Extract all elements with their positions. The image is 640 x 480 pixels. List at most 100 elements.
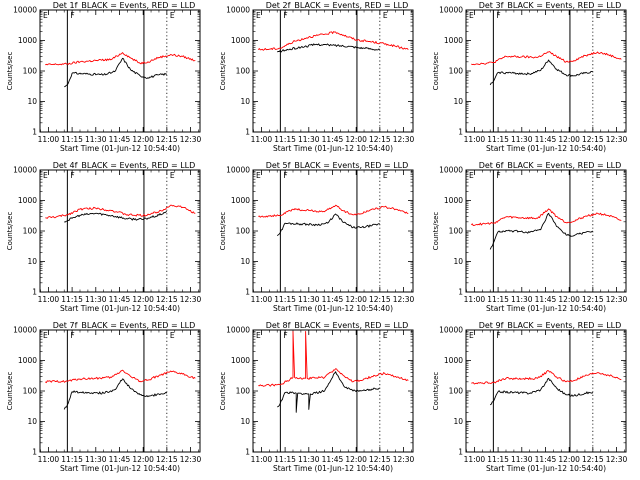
plot-frame xyxy=(39,9,201,133)
x-tick-label: 12:15 xyxy=(582,295,604,304)
panel-title: Det 8f_BLACK = Events, RED = LLD xyxy=(266,321,409,330)
marker-label: E xyxy=(383,171,388,180)
x-axis-title: Start Time (01-Jun-12 10:54:40) xyxy=(60,464,180,473)
x-tick-label: 12:00 xyxy=(345,455,367,464)
x-tick-label: 11:45 xyxy=(322,455,344,464)
marker-label: F xyxy=(70,331,74,340)
chart-panel-8: Det 8f_BLACK = Events, RED = LLD 1 10 100 10… xyxy=(219,321,415,473)
plot-frame xyxy=(39,169,201,293)
x-tick-label: 11:45 xyxy=(535,135,557,144)
panel-title: Det 3f_BLACK = Events, RED = LLD xyxy=(479,1,622,10)
y-tick-label: 1000 xyxy=(444,36,463,45)
x-tick-label: 11:45 xyxy=(322,135,344,144)
lld-series-line xyxy=(470,208,622,227)
marker-label: E xyxy=(170,171,175,180)
y-tick-label: 1000 xyxy=(18,356,37,365)
x-tick-label: 12:30 xyxy=(393,135,415,144)
chart-panel-9: Det 9f_BLACK = Events, RED = LLD 1 10 100 10… xyxy=(432,321,628,473)
marker-label: F xyxy=(283,331,287,340)
y-tick-label: 10 xyxy=(240,97,250,106)
y-tick-label: 100 xyxy=(236,387,251,396)
y-tick-label: 10000 xyxy=(13,6,37,15)
x-tick-label: 12:15 xyxy=(369,455,391,464)
panel-title: Det 1f_BLACK = Events, RED = LLD xyxy=(53,1,196,10)
y-tick-label: 1000 xyxy=(231,196,250,205)
y-tick-label: 100 xyxy=(449,387,464,396)
y-tick-label: 10000 xyxy=(439,166,463,175)
y-axis-title: Counts/sec xyxy=(6,212,14,251)
x-tick-label: 12:15 xyxy=(156,135,178,144)
x-tick-label: 12:15 xyxy=(369,295,391,304)
lld-series-line xyxy=(471,370,622,385)
y-tick-label: 100 xyxy=(449,67,464,76)
y-tick-label: 10 xyxy=(27,257,37,266)
events-series-line xyxy=(489,59,593,86)
marker-label: F xyxy=(496,331,500,340)
chart-panel-5: Det 5f_BLACK = Events, RED = LLD 1 10 100 10… xyxy=(219,161,415,313)
x-tick-label: 11:15 xyxy=(274,135,296,144)
x-tick-label: 11:15 xyxy=(487,455,509,464)
x-tick-label: 11:30 xyxy=(85,295,107,304)
marker-label: F xyxy=(70,171,74,180)
y-axis-title: Counts/sec xyxy=(432,372,440,411)
y-axis-title: Counts/sec xyxy=(6,372,14,411)
events-series-line xyxy=(489,212,594,250)
y-tick-label: 1 xyxy=(32,128,37,137)
y-tick-label: 100 xyxy=(23,387,38,396)
x-tick-label: 12:30 xyxy=(606,135,628,144)
events-series-line xyxy=(64,57,167,88)
y-tick-label: 100 xyxy=(236,67,251,76)
marker-label: E xyxy=(383,11,388,20)
plot-frame xyxy=(465,329,627,453)
y-tick-label: 100 xyxy=(449,227,464,236)
lld-series-line xyxy=(258,204,409,218)
y-tick-label: 10 xyxy=(27,97,37,106)
lld-series-line xyxy=(257,31,409,51)
lld-series-line xyxy=(258,330,409,387)
y-tick-label: 100 xyxy=(23,227,38,236)
marker-label: E xyxy=(43,171,48,180)
x-tick-label: 11:30 xyxy=(85,135,107,144)
marker-label: E xyxy=(170,331,175,340)
lld-series-line xyxy=(45,52,196,66)
y-tick-label: 10000 xyxy=(13,166,37,175)
x-tick-label: 11:45 xyxy=(535,455,557,464)
x-axis-title: Start Time (01-Jun-12 10:54:40) xyxy=(60,304,180,313)
panel-title: Det 6f_BLACK = Events, RED = LLD xyxy=(479,161,622,170)
panel-title: Det 9f_BLACK = Events, RED = LLD xyxy=(479,321,622,330)
y-tick-label: 10000 xyxy=(13,326,37,335)
x-tick-label: 11:30 xyxy=(298,135,320,144)
x-tick-label: 11:45 xyxy=(322,295,344,304)
x-tick-label: 12:00 xyxy=(345,135,367,144)
x-tick-label: 11:15 xyxy=(61,455,83,464)
x-tick-label: 12:00 xyxy=(132,455,154,464)
y-tick-label: 100 xyxy=(236,227,251,236)
x-tick-label: 11:45 xyxy=(109,135,131,144)
y-tick-label: 1000 xyxy=(231,356,250,365)
y-tick-label: 1 xyxy=(245,448,250,457)
x-tick-label: 11:45 xyxy=(535,295,557,304)
x-tick-label: 11:15 xyxy=(487,135,509,144)
x-tick-label: 12:15 xyxy=(156,295,178,304)
x-tick-label: 11:15 xyxy=(274,455,296,464)
marker-label: E xyxy=(256,11,261,20)
marker-label: E xyxy=(596,171,601,180)
events-series-line xyxy=(277,371,380,413)
marker-label: E xyxy=(43,331,48,340)
x-tick-label: 12:15 xyxy=(369,135,391,144)
x-tick-label: 12:30 xyxy=(180,455,202,464)
y-tick-label: 10 xyxy=(453,417,463,426)
y-tick-label: 1000 xyxy=(18,196,37,205)
marker-label: E xyxy=(170,11,175,20)
y-tick-label: 10000 xyxy=(439,6,463,15)
marker-label: E xyxy=(383,331,388,340)
plot-frame xyxy=(465,169,627,293)
x-axis-title: Start Time (01-Jun-12 10:54:40) xyxy=(273,144,393,153)
plot-frame xyxy=(39,329,201,453)
y-tick-label: 1 xyxy=(32,288,37,297)
x-tick-label: 11:15 xyxy=(274,295,296,304)
chart-panel-1: Det 1f_BLACK = Events, RED = LLD 1 10 100 10… xyxy=(6,1,202,153)
panel-title: Det 2f_BLACK = Events, RED = LLD xyxy=(266,1,409,10)
x-tick-label: 11:15 xyxy=(61,135,83,144)
y-tick-label: 10000 xyxy=(226,6,250,15)
